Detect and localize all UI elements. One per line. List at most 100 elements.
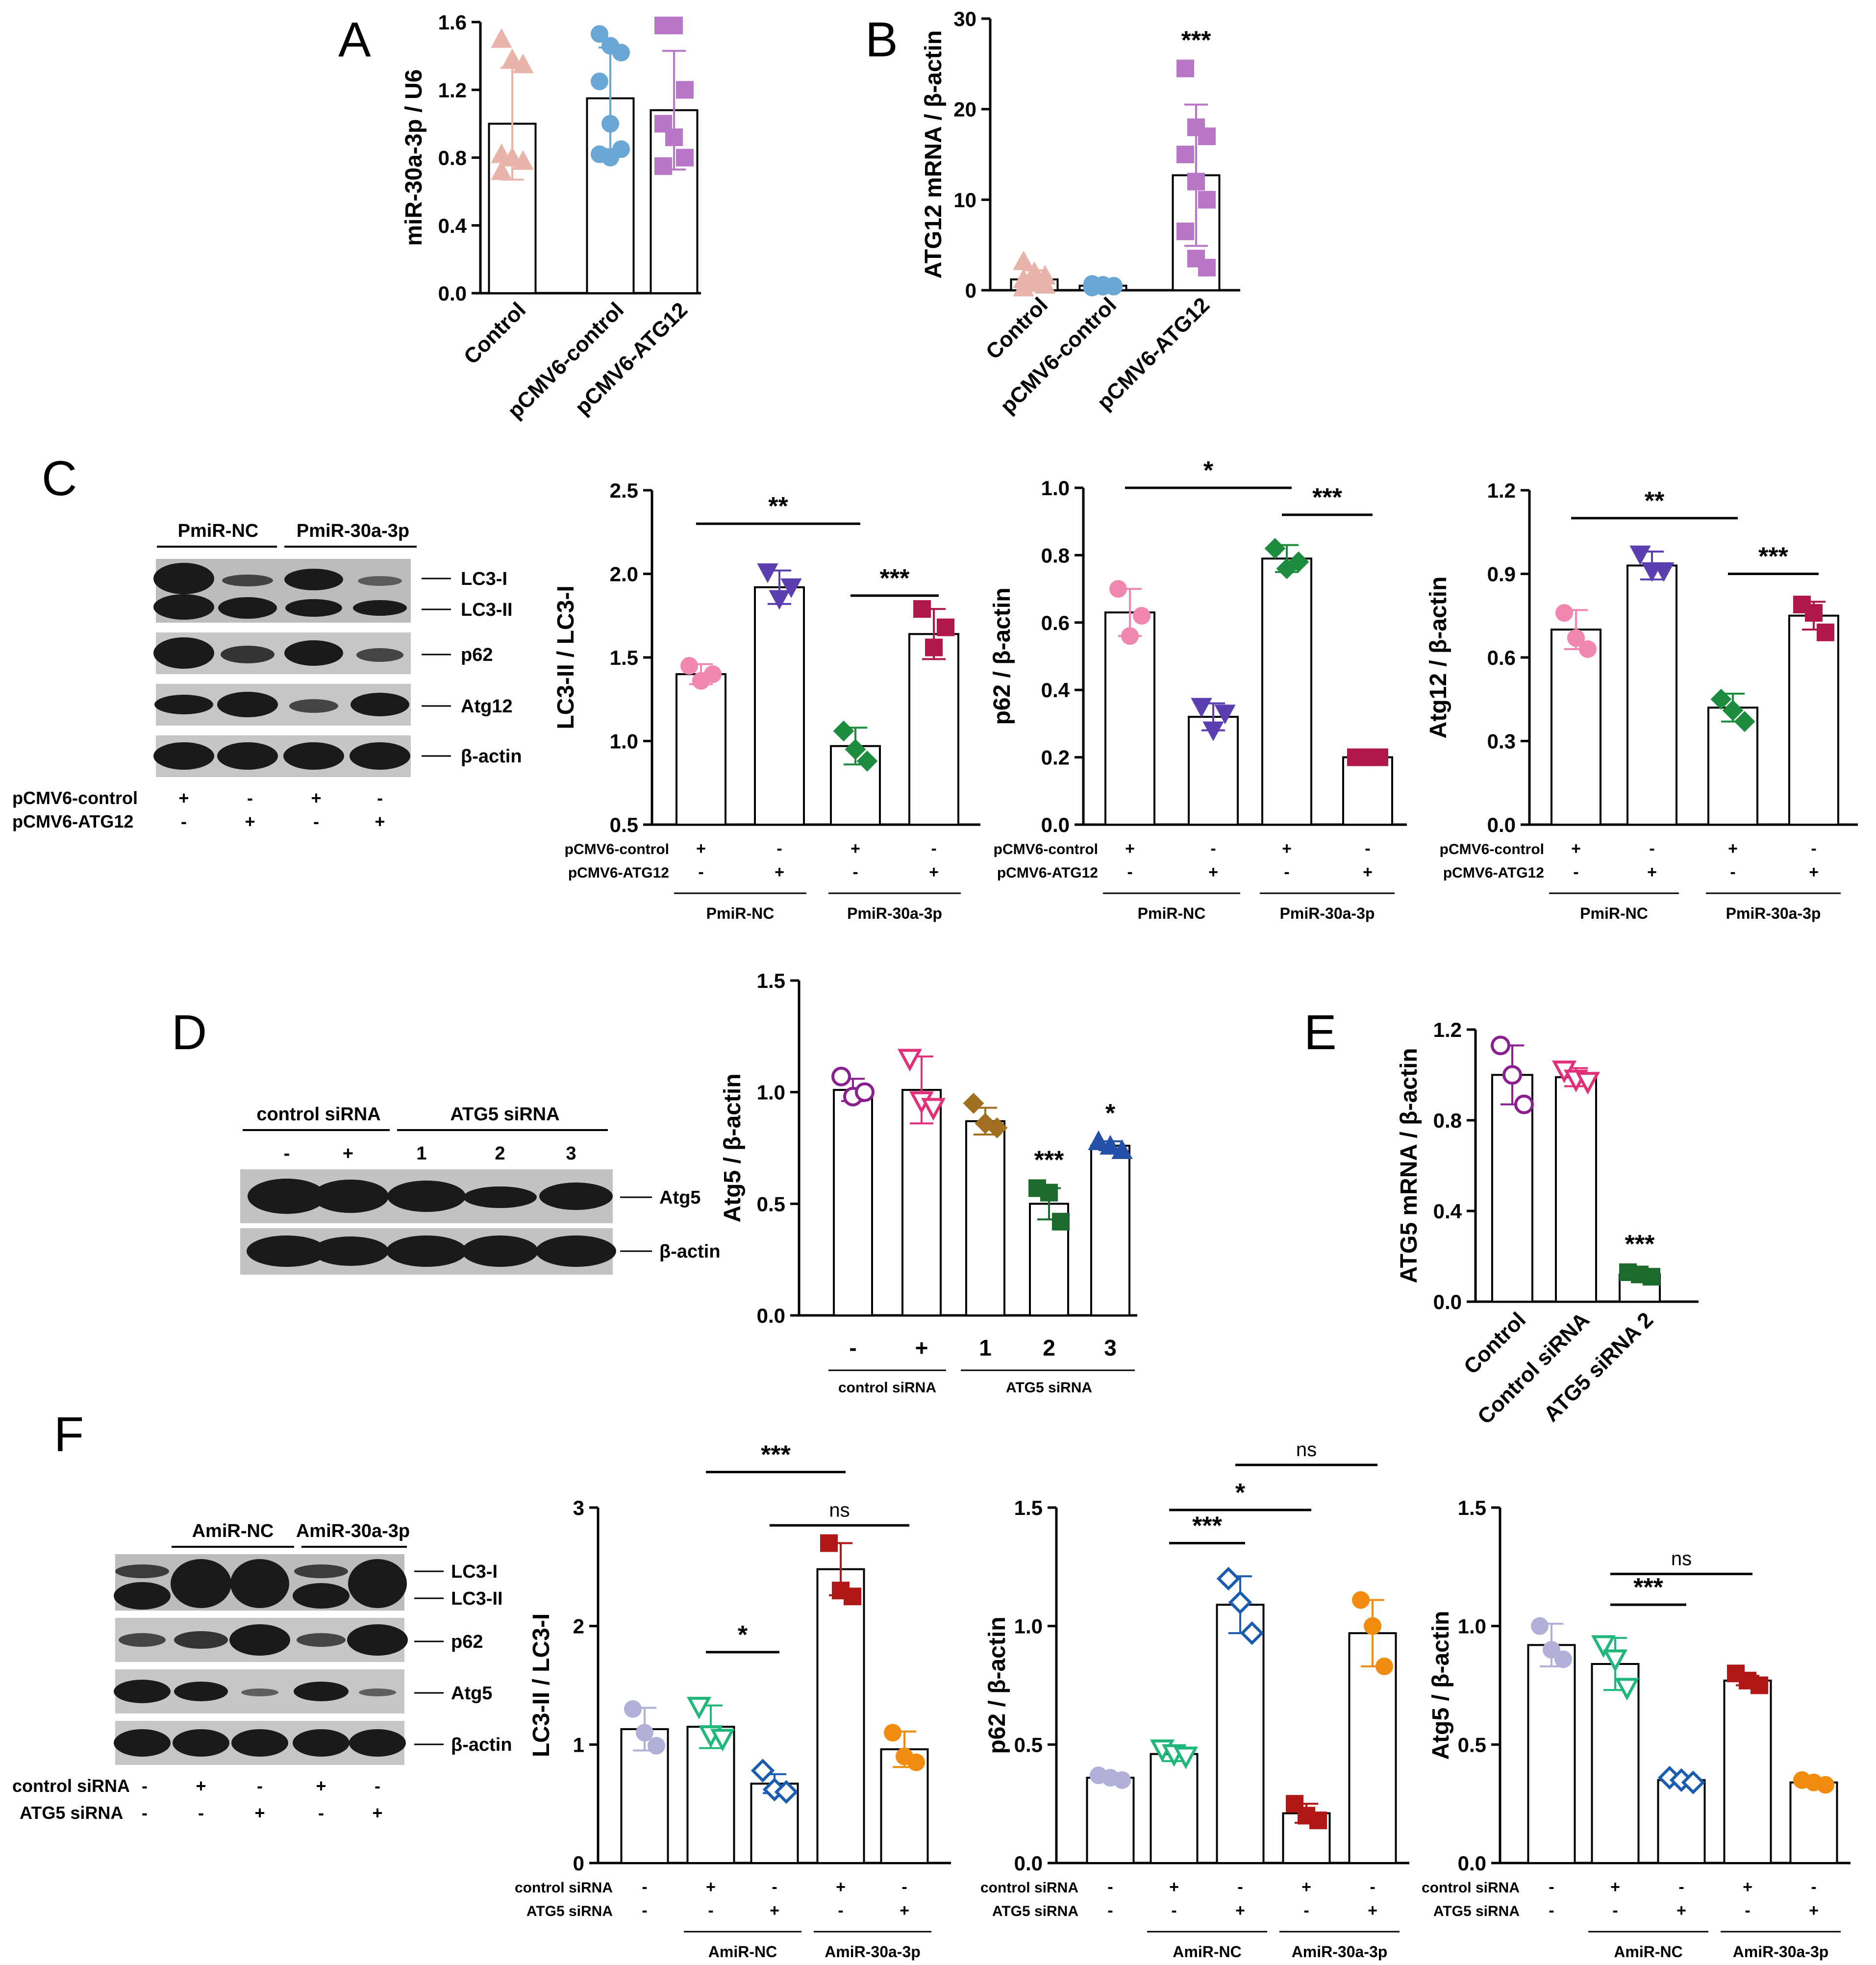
band xyxy=(358,576,402,586)
blot-c-sign: + xyxy=(311,788,321,808)
group-label: AmiR-30a-3p xyxy=(1733,1943,1829,1961)
bar xyxy=(901,1089,942,1316)
data-point xyxy=(1187,173,1205,191)
y-axis-label: LC3-II / LC3-I xyxy=(553,585,579,729)
chart-c2: 0.0 0.2 0.4 0.6 0.8 1.0 p62 / β-actin pCMV6-con… xyxy=(989,456,1407,922)
band xyxy=(248,1179,326,1214)
bar xyxy=(675,673,726,826)
bar xyxy=(1150,1753,1199,1864)
bar xyxy=(908,633,959,826)
blot-d-group-1: control siRNA xyxy=(256,1104,380,1125)
blot-c-sign: + xyxy=(178,788,189,808)
bar xyxy=(1657,1779,1706,1864)
data-point xyxy=(591,72,608,90)
band xyxy=(284,569,343,590)
data-point xyxy=(501,48,523,69)
data-point xyxy=(845,739,866,760)
group-label: PmiR-30a-3p xyxy=(847,905,942,922)
data-point xyxy=(1531,1617,1549,1635)
row-label: pCMV6-control xyxy=(565,841,669,857)
data-point xyxy=(1176,59,1194,77)
y-tick-label: 0.4 xyxy=(1433,1200,1462,1223)
y-axis-label: ATG12 mRNA / β-actin xyxy=(921,30,947,279)
category-label: 1 xyxy=(979,1335,992,1360)
sign: - xyxy=(1811,839,1816,858)
group-label: ATG5 siRNA xyxy=(1006,1380,1092,1396)
band xyxy=(462,1235,538,1267)
data-point xyxy=(1264,538,1286,559)
data-point xyxy=(1109,580,1127,598)
data-point xyxy=(491,28,512,48)
bar xyxy=(816,1568,865,1864)
sign: - xyxy=(852,863,858,882)
band xyxy=(294,1564,348,1578)
y-tick-label: 0.3 xyxy=(1487,730,1516,753)
western-blot-f: AmiR-NC AmiR-30a-3p LC3-I LC3-II xyxy=(12,1521,512,1823)
y-tick-label: 1.5 xyxy=(610,646,638,669)
y-tick-label: 0.4 xyxy=(1041,679,1070,702)
blot-f-group-2: AmiR-30a-3p xyxy=(296,1521,410,1541)
sign: - xyxy=(1573,863,1578,882)
blot-c-group-2: PmiR-30a-3p xyxy=(297,521,409,541)
data-point xyxy=(1034,274,1056,294)
data-point xyxy=(1502,1065,1522,1085)
data-point xyxy=(1681,1770,1705,1794)
significance-label: * xyxy=(1235,1479,1246,1507)
sign: + xyxy=(1282,839,1292,858)
data-point xyxy=(856,751,878,772)
data-point xyxy=(1121,627,1139,645)
y-tick-label: 1.5 xyxy=(1458,1496,1486,1519)
sign: + xyxy=(1125,839,1135,858)
bar xyxy=(1261,557,1312,826)
significance-label: ns xyxy=(1671,1548,1692,1569)
bar xyxy=(1789,1781,1838,1864)
band xyxy=(115,1564,169,1578)
panel-label-e: E xyxy=(1304,1005,1337,1060)
data-point xyxy=(1052,1212,1070,1231)
band xyxy=(283,742,344,770)
sign: + xyxy=(770,1901,779,1920)
blot-d-group-2: ATG5 siRNA xyxy=(450,1104,559,1125)
data-point xyxy=(1575,1072,1601,1095)
data-point xyxy=(601,115,619,133)
band xyxy=(293,1729,350,1757)
sign: - xyxy=(772,1878,777,1896)
bar xyxy=(1342,756,1393,826)
data-point xyxy=(1376,1657,1393,1675)
band xyxy=(348,1559,407,1608)
significance-label: *** xyxy=(761,1441,791,1469)
band xyxy=(154,695,213,714)
band xyxy=(174,1682,228,1701)
band xyxy=(293,1583,350,1609)
sign: - xyxy=(1730,863,1735,882)
row-label: pCMV6-control xyxy=(1440,841,1544,857)
data-point xyxy=(1228,1590,1252,1614)
blot-f-sign: - xyxy=(142,1776,148,1796)
y-tick-label: 20 xyxy=(953,98,976,121)
data-point xyxy=(780,578,802,598)
row-label: ATG5 siRNA xyxy=(526,1903,613,1919)
y-tick-label: 0.5 xyxy=(1458,1733,1486,1756)
data-point xyxy=(1198,127,1216,146)
data-point xyxy=(1805,604,1823,622)
y-tick-label: 0.0 xyxy=(438,282,467,305)
y-tick-label: 1.0 xyxy=(757,1081,785,1104)
row-label: pCMV6-control xyxy=(994,841,1098,857)
y-tick-label: 0.0 xyxy=(1433,1290,1462,1313)
data-point xyxy=(844,1587,861,1606)
band xyxy=(114,1680,171,1703)
data-point xyxy=(654,157,672,175)
bar xyxy=(1551,629,1601,826)
data-point xyxy=(512,53,534,74)
data-point xyxy=(1591,1635,1616,1658)
band xyxy=(350,742,410,770)
blot-d-lane: 1 xyxy=(416,1143,426,1164)
sign: - xyxy=(1284,863,1289,882)
significance-label: *** xyxy=(1192,1512,1222,1540)
data-point xyxy=(1113,1771,1131,1789)
sign: - xyxy=(642,1901,647,1920)
data-point xyxy=(921,1098,946,1121)
category-label: + xyxy=(915,1335,928,1360)
sign: - xyxy=(1678,1878,1684,1896)
category-label: ATG5 siRNA 2 xyxy=(1539,1308,1658,1426)
